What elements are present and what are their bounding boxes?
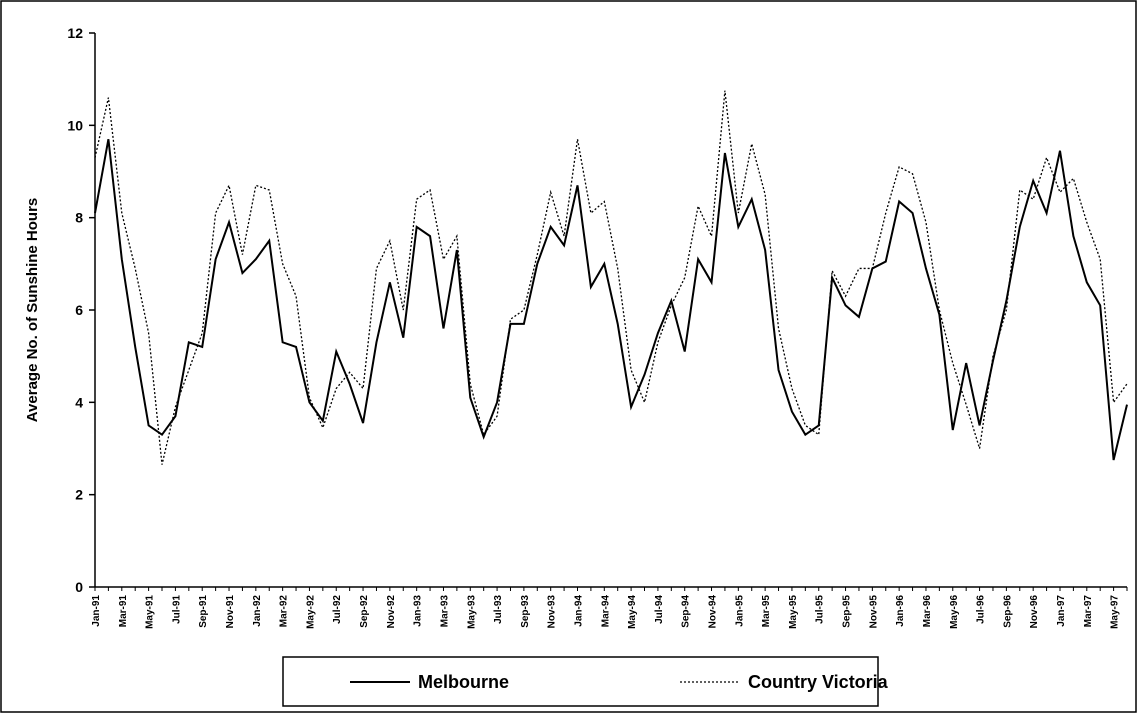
y-tick-label: 4 <box>75 394 83 410</box>
y-tick-label: 2 <box>75 487 83 503</box>
x-tick-label: Sep-92 <box>359 595 370 628</box>
x-tick-label: Jul-94 <box>654 595 665 624</box>
x-tick-label: Jul-96 <box>976 595 987 624</box>
x-tick-label: Mar-91 <box>118 595 129 628</box>
y-tick-label: 0 <box>75 579 83 595</box>
legend-label: Country Victoria <box>748 672 889 692</box>
x-tick-label: Jan-96 <box>895 595 906 627</box>
x-tick-label: Jul-92 <box>332 595 343 624</box>
x-tick-label: Nov-93 <box>547 595 558 629</box>
x-tick-label: Mar-92 <box>279 595 290 628</box>
x-tick-label: Jan-94 <box>573 595 584 627</box>
x-tick-label: Nov-96 <box>1029 595 1040 629</box>
y-axis-title: Average No. of Sunshine Hours <box>24 198 41 422</box>
x-tick-label: Jan-92 <box>252 595 263 627</box>
x-tick-label: Jan-93 <box>413 595 424 627</box>
series-line <box>94 90 1128 465</box>
y-tick-label: 12 <box>67 25 83 41</box>
x-tick-label: Sep-91 <box>198 595 209 628</box>
y-tick-label: 10 <box>67 117 83 133</box>
x-tick-label: Nov-95 <box>868 595 879 629</box>
legend-label: Melbourne <box>418 672 509 692</box>
x-tick-label: Jul-93 <box>493 595 504 624</box>
x-tick-label: May-93 <box>466 595 477 629</box>
x-tick-label: Sep-93 <box>520 595 531 628</box>
x-tick-label: May-94 <box>627 595 638 629</box>
x-tick-label: Sep-95 <box>842 595 853 628</box>
x-tick-label: Nov-92 <box>386 595 397 629</box>
x-tick-label: May-95 <box>788 595 799 629</box>
x-tick-label: May-97 <box>1110 595 1121 629</box>
x-tick-label: Jan-91 <box>91 595 102 627</box>
x-tick-label: Mar-93 <box>439 595 450 628</box>
series-line <box>94 139 1128 461</box>
x-tick-label: Mar-94 <box>600 595 611 628</box>
x-tick-label: Jan-97 <box>1056 595 1067 627</box>
x-tick-label: Sep-94 <box>681 595 692 628</box>
x-tick-label: May-91 <box>145 595 156 629</box>
x-tick-label: May-92 <box>305 595 316 629</box>
x-tick-label: Jul-95 <box>815 595 826 624</box>
y-tick-label: 6 <box>75 302 83 318</box>
x-tick-label: Jul-91 <box>171 595 182 624</box>
x-tick-label: Nov-94 <box>708 595 719 629</box>
x-tick-label: Mar-97 <box>1083 595 1094 628</box>
x-tick-label: Sep-96 <box>1002 595 1013 628</box>
x-tick-label: Jan-95 <box>734 595 745 627</box>
x-tick-label: May-96 <box>949 595 960 629</box>
x-tick-label: Mar-96 <box>922 595 933 628</box>
x-tick-label: Mar-95 <box>761 595 772 628</box>
y-tick-label: 8 <box>75 210 83 226</box>
x-tick-label: Nov-91 <box>225 595 236 629</box>
